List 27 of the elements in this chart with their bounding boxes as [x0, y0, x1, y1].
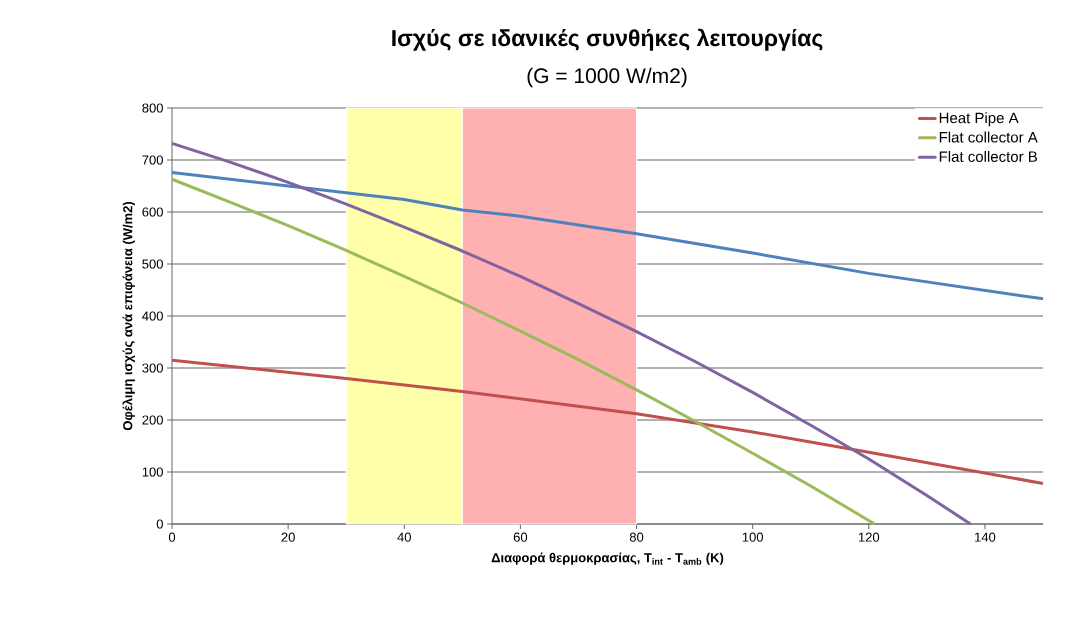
legend-label: Flat collector A [939, 131, 1038, 143]
x-tick-label: 60 [513, 532, 528, 542]
y-tick-label: 100 [142, 467, 163, 477]
x-axis-title: Διαφορά θερμοκρασίας, T$_{int}$ - T$_{amb}$ (K) [491, 552, 724, 565]
y-tick-label: 800 [142, 103, 163, 113]
x-tick-label: 40 [397, 532, 411, 542]
legend-label: Flat collector B [939, 150, 1037, 162]
x-tick-label: 80 [629, 532, 644, 542]
y-tick-label: 500 [142, 259, 163, 269]
y-tick-label: 700 [142, 155, 163, 165]
chart-title: Ισχύς σε ιδανικές συνθήκες λειτουργίας [392, 28, 823, 51]
x-tick-label: 20 [281, 532, 295, 542]
x-tick-label: 140 [975, 532, 996, 542]
y-tick-label: 200 [142, 415, 163, 425]
chart-subtitle: (G = 1000 W/m2) [527, 67, 687, 88]
y-tick-label: 600 [142, 207, 163, 217]
y-tick-label: 400 [142, 311, 163, 321]
x-tick-label: 0 [168, 532, 176, 542]
line-series [170, 358, 1045, 485]
line-series [170, 170, 1045, 301]
line-series [170, 177, 877, 526]
legend-label: Heat Pipe A [939, 112, 1019, 127]
x-tick-label: 100 [742, 532, 764, 542]
y-axis-title: Οφέλιμη ισχύς ανά επιφάνεια (W/m2) [122, 201, 135, 431]
y-tick-label: 300 [142, 363, 163, 373]
x-tick-label: 120 [858, 532, 880, 542]
y-tick-label: 0 [156, 519, 163, 529]
